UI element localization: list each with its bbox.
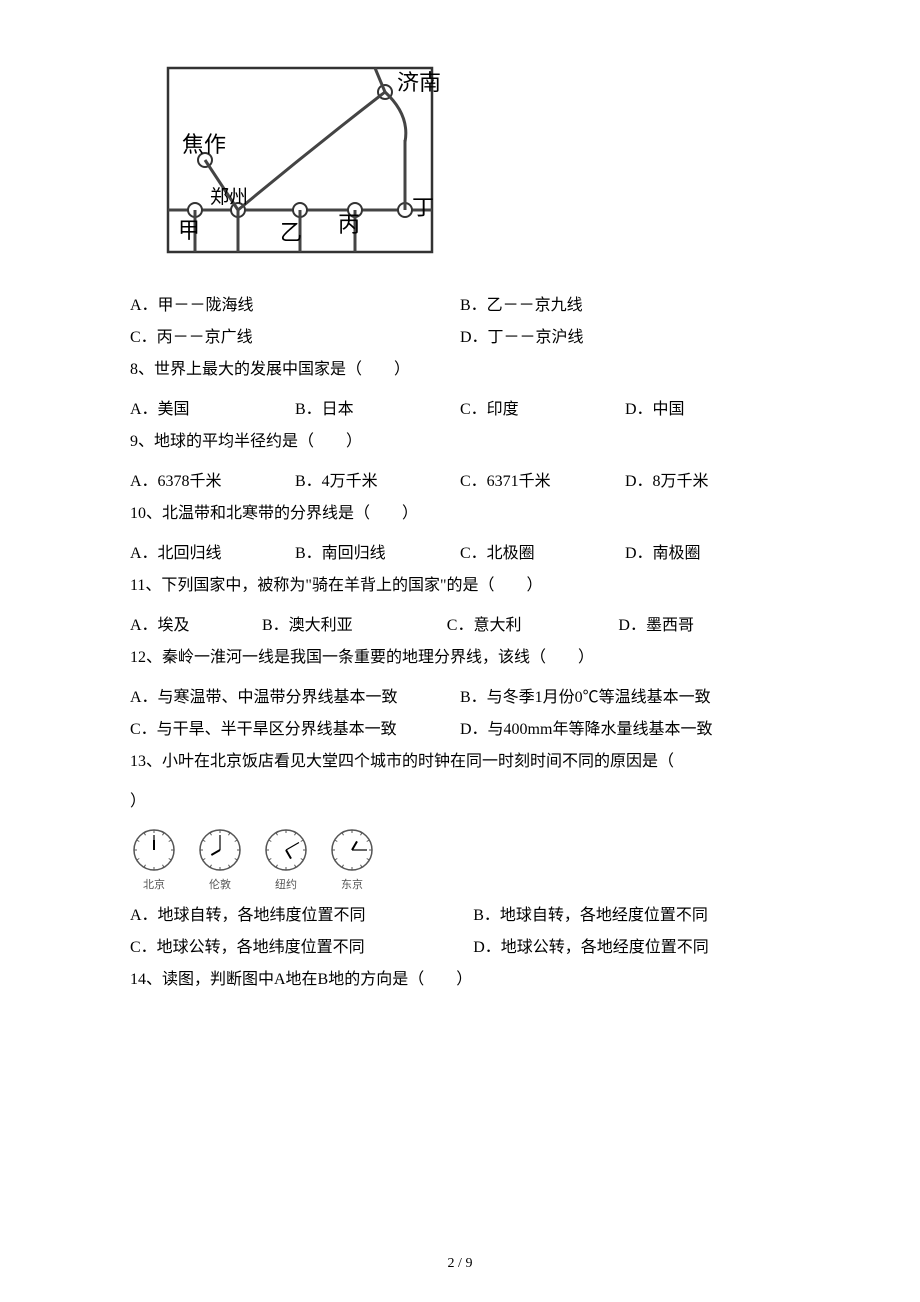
q13-option-c: C．地球公转，各地纬度位置不同 [130, 932, 473, 964]
q9-stem: 9、地球的平均半径约是（ ） [130, 426, 790, 458]
clock-svg-3 [328, 826, 376, 874]
q11-option-d: D．墨西哥 [618, 610, 790, 642]
q13-option-b: B．地球自转，各地经度位置不同 [473, 900, 790, 932]
q12-option-b: B．与冬季1月份0℃等温线基本一致 [460, 682, 790, 714]
rail-map-svg: 济南 焦作 郑州 甲 乙 丙 丁 [160, 60, 440, 260]
svg-text:乙: 乙 [280, 220, 302, 245]
clock-2: 纽约 [262, 826, 310, 892]
clock-svg-1 [196, 826, 244, 874]
q13-stem-part1: 13、小叶在北京饭店看见大堂四个城市的时钟在同一时刻时间不同的原因是（ [130, 746, 790, 778]
svg-text:济南: 济南 [397, 70, 440, 95]
clocks-figure: 北京 伦敦 纽约 东京 [130, 826, 790, 892]
clock-label-1: 伦敦 [209, 876, 231, 892]
q8-option-d: D．中国 [625, 394, 790, 426]
q7-options: A．甲－－陇海线 B．乙－－京九线 C．丙－－京广线 D．丁－－京沪线 [130, 290, 790, 354]
q8-option-c: C．印度 [460, 394, 625, 426]
q13-option-a: A．地球自转，各地纬度位置不同 [130, 900, 473, 932]
q12-option-c: C．与干旱、半干旱区分界线基本一致 [130, 714, 460, 746]
q11-option-b: B．澳大利亚 [262, 610, 447, 642]
q8-stem: 8、世界上最大的发展中国家是（ ） [130, 354, 790, 386]
clock-3: 东京 [328, 826, 376, 892]
q9-option-c: C．6371千米 [460, 466, 625, 498]
q11-stem: 11、下列国家中，被称为"骑在羊背上的国家"的是（ ） [130, 570, 790, 602]
q11-option-a: A．埃及 [130, 610, 262, 642]
q12-options-row2: C．与干旱、半干旱区分界线基本一致 D．与400mm年等降水量线基本一致 [130, 714, 790, 746]
q9-options: A．6378千米 B．4万千米 C．6371千米 D．8万千米 [130, 466, 790, 498]
clock-0: 北京 [130, 826, 178, 892]
q10-option-b: B．南回归线 [295, 538, 460, 570]
rail-map-figure: 济南 焦作 郑州 甲 乙 丙 丁 [160, 60, 440, 260]
q13-options-row1: A．地球自转，各地纬度位置不同 B．地球自转，各地经度位置不同 [130, 900, 790, 932]
q10-option-a: A．北回归线 [130, 538, 295, 570]
q9-option-b: B．4万千米 [295, 466, 460, 498]
q13-options-row2: C．地球公转，各地纬度位置不同 D．地球公转，各地经度位置不同 [130, 932, 790, 964]
q13-stem-part2: ） [130, 786, 790, 818]
q9-option-a: A．6378千米 [130, 466, 295, 498]
q7-option-c: C．丙－－京广线 [130, 322, 460, 354]
svg-text:郑州: 郑州 [210, 186, 248, 208]
q10-stem: 10、北温带和北寒带的分界线是（ ） [130, 498, 790, 530]
clock-label-0: 北京 [143, 876, 165, 892]
q12-options-row1: A．与寒温带、中温带分界线基本一致 B．与冬季1月份0℃等温线基本一致 [130, 682, 790, 714]
q12-stem: 12、秦岭一淮河一线是我国一条重要的地理分界线，该线（ ） [130, 642, 790, 674]
q11-option-c: C．意大利 [447, 610, 619, 642]
q8-options: A．美国 B．日本 C．印度 D．中国 [130, 394, 790, 426]
q13-option-d: D．地球公转，各地经度位置不同 [473, 932, 790, 964]
svg-text:甲: 甲 [178, 218, 200, 243]
q12-option-a: A．与寒温带、中温带分界线基本一致 [130, 682, 460, 714]
q7-option-a: A．甲－－陇海线 [130, 290, 460, 322]
svg-text:焦作: 焦作 [182, 132, 226, 157]
q10-option-c: C．北极圈 [460, 538, 625, 570]
page-number: 2 / 9 [448, 1256, 473, 1272]
svg-text:丁: 丁 [412, 195, 434, 220]
clock-svg-2 [262, 826, 310, 874]
q11-options: A．埃及 B．澳大利亚 C．意大利 D．墨西哥 [130, 610, 790, 642]
q7-option-d: D．丁－－京沪线 [460, 322, 790, 354]
clock-label-3: 东京 [341, 876, 363, 892]
svg-text:丙: 丙 [338, 212, 360, 237]
q12-option-d: D．与400mm年等降水量线基本一致 [460, 714, 790, 746]
clock-svg-0 [130, 826, 178, 874]
clock-label-2: 纽约 [275, 876, 297, 892]
q8-option-a: A．美国 [130, 394, 295, 426]
q10-option-d: D．南极圈 [625, 538, 790, 570]
clock-1: 伦敦 [196, 826, 244, 892]
q10-options: A．北回归线 B．南回归线 C．北极圈 D．南极圈 [130, 538, 790, 570]
q14-stem: 14、读图，判断图中A地在B地的方向是（ ） [130, 964, 790, 996]
q9-option-d: D．8万千米 [625, 466, 790, 498]
q7-option-b: B．乙－－京九线 [460, 290, 790, 322]
q8-option-b: B．日本 [295, 394, 460, 426]
